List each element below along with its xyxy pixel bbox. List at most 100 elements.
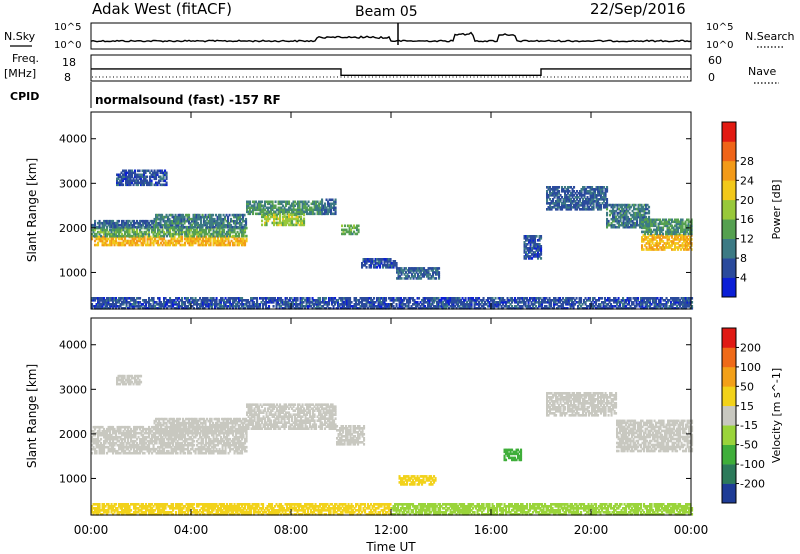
power-cell xyxy=(626,297,629,300)
power-cell xyxy=(127,307,130,310)
power-cell xyxy=(604,202,607,205)
power-cell xyxy=(122,234,125,238)
power-cell xyxy=(196,237,199,241)
power-cell xyxy=(642,207,645,211)
power-cell xyxy=(289,208,292,212)
power-cell xyxy=(584,297,587,300)
power-cell xyxy=(106,239,109,243)
power-cell xyxy=(174,217,177,221)
power-cell xyxy=(118,299,121,302)
power-cell xyxy=(286,303,289,306)
power-cell xyxy=(296,307,299,310)
power-cell xyxy=(672,242,675,245)
power-cell xyxy=(624,209,627,213)
power-cell xyxy=(176,219,179,223)
power-cell xyxy=(139,228,142,232)
power-cell xyxy=(671,303,674,306)
power-cell xyxy=(287,305,290,308)
power-cell xyxy=(470,303,473,306)
power-cell xyxy=(592,200,595,203)
power-cell xyxy=(149,243,152,247)
power-cell xyxy=(671,240,674,243)
power-cell xyxy=(122,303,125,306)
power-cell xyxy=(129,175,132,179)
power-cell xyxy=(172,243,175,247)
power-cell xyxy=(205,237,208,241)
power-cell xyxy=(298,200,301,204)
power-cell xyxy=(152,303,155,306)
power-cell xyxy=(538,303,541,306)
power-cell xyxy=(97,307,100,310)
power-cell xyxy=(638,301,641,304)
power-cell xyxy=(188,307,191,310)
power-cell xyxy=(91,235,94,239)
power-cell xyxy=(487,301,490,304)
power-cell xyxy=(285,208,288,212)
power-cell xyxy=(214,303,217,306)
power-cell xyxy=(388,266,391,269)
power-cell xyxy=(636,223,639,227)
power-cell xyxy=(347,299,350,302)
power-cell xyxy=(350,230,353,234)
power-cell xyxy=(256,202,259,206)
power-cell xyxy=(155,225,158,229)
power-cell xyxy=(277,212,280,216)
power-cell xyxy=(671,230,674,234)
power-cell xyxy=(610,211,613,215)
power-cell xyxy=(173,230,176,234)
power-cell xyxy=(325,307,328,310)
power-cell xyxy=(356,232,359,236)
power-cell xyxy=(162,171,165,175)
power-cell xyxy=(561,188,564,191)
power-cell xyxy=(219,215,222,219)
power-cell xyxy=(395,303,398,306)
power-cell xyxy=(130,243,133,247)
power-cell xyxy=(436,267,439,270)
noise-frame xyxy=(90,22,692,50)
power-cell xyxy=(304,307,307,310)
power-cell xyxy=(176,239,179,243)
power-cell xyxy=(652,297,655,300)
power-cell xyxy=(403,273,406,276)
power-cell xyxy=(595,198,598,201)
power-cell xyxy=(195,219,198,223)
power-cell xyxy=(625,305,628,308)
power-cell xyxy=(211,234,214,238)
power-cell xyxy=(364,297,367,300)
power-cell xyxy=(288,217,291,221)
power-cell xyxy=(296,305,299,308)
power-cell xyxy=(223,230,226,234)
power-cell xyxy=(268,202,271,206)
power-cell xyxy=(225,219,228,223)
power-cell xyxy=(391,262,394,265)
power-cell xyxy=(300,212,303,216)
power-cell xyxy=(165,221,168,225)
power-cell xyxy=(193,228,196,232)
power-cell xyxy=(665,234,668,237)
power-cell xyxy=(322,297,325,300)
power-cell xyxy=(647,224,650,228)
power-cell xyxy=(154,307,157,310)
power-cell xyxy=(407,299,410,302)
power-cell xyxy=(319,200,322,204)
power-cell xyxy=(665,246,668,249)
power-cell xyxy=(261,210,264,214)
power-cell xyxy=(125,239,128,243)
power-cell xyxy=(649,307,652,310)
power-cell xyxy=(395,297,398,300)
power-cell xyxy=(415,277,418,280)
power-cell xyxy=(202,299,205,302)
power-cell xyxy=(158,299,161,302)
power-cell xyxy=(215,301,218,304)
power-cell xyxy=(203,219,206,223)
power-cell xyxy=(641,240,644,243)
power-cell xyxy=(137,297,140,300)
power-cell xyxy=(230,219,233,223)
power-cell xyxy=(600,198,603,201)
power-cell xyxy=(215,232,218,236)
power-cell xyxy=(255,208,258,212)
power-cell xyxy=(666,234,669,237)
power-cell xyxy=(617,301,620,304)
power-cell xyxy=(128,307,131,310)
